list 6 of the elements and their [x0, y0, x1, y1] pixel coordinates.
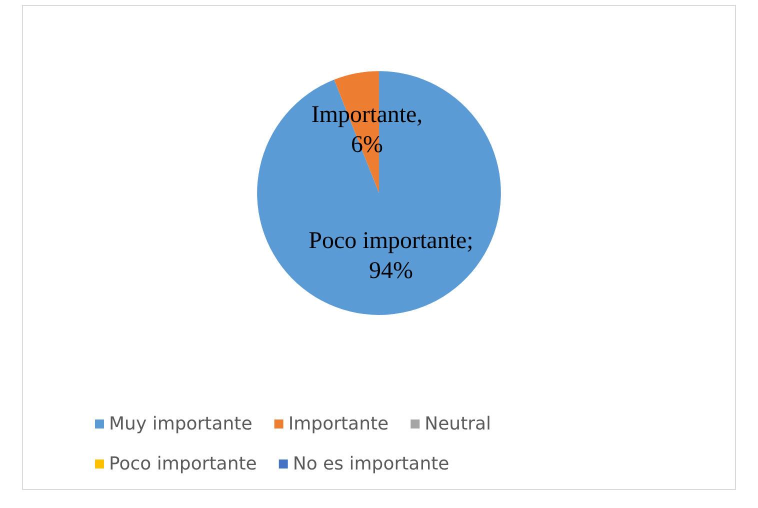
- legend-label: Neutral: [424, 414, 492, 434]
- data-label: Poco importante; 94%: [308, 228, 474, 284]
- legend-label: Muy importante: [109, 414, 252, 434]
- legend-label: Importante: [288, 414, 389, 434]
- legend-label: No es importante: [292, 454, 450, 474]
- legend-label: Poco importante: [109, 454, 257, 474]
